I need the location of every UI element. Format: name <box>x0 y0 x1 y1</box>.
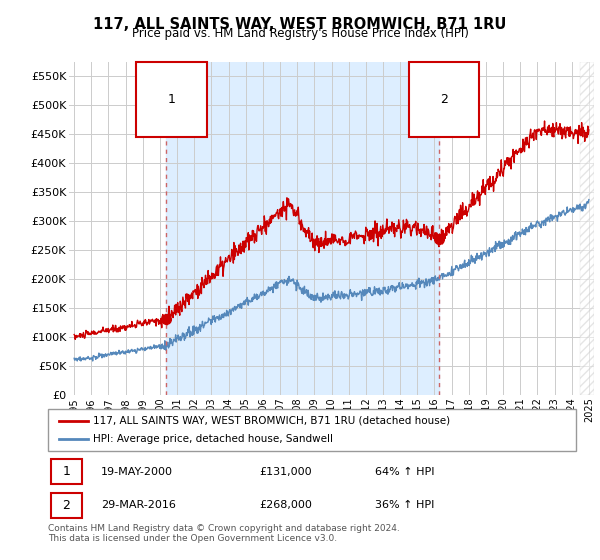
Text: £268,000: £268,000 <box>259 501 312 510</box>
Text: 64% ↑ HPI: 64% ↑ HPI <box>376 467 435 477</box>
Text: 36% ↑ HPI: 36% ↑ HPI <box>376 501 435 510</box>
Text: 2: 2 <box>440 93 448 106</box>
Text: £131,000: £131,000 <box>259 467 312 477</box>
Bar <box>50 493 82 517</box>
Text: Price paid vs. HM Land Registry's House Price Index (HPI): Price paid vs. HM Land Registry's House … <box>131 27 469 40</box>
Text: 2: 2 <box>62 499 70 512</box>
Text: 29-MAR-2016: 29-MAR-2016 <box>101 501 176 510</box>
Text: 1: 1 <box>167 93 176 106</box>
Text: Contains HM Land Registry data © Crown copyright and database right 2024.
This d: Contains HM Land Registry data © Crown c… <box>48 524 400 543</box>
Bar <box>166 62 439 395</box>
Text: 117, ALL SAINTS WAY, WEST BROMWICH, B71 1RU (detached house): 117, ALL SAINTS WAY, WEST BROMWICH, B71 … <box>93 416 450 426</box>
Text: HPI: Average price, detached house, Sandwell: HPI: Average price, detached house, Sand… <box>93 434 333 444</box>
Text: 117, ALL SAINTS WAY, WEST BROMWICH, B71 1RU: 117, ALL SAINTS WAY, WEST BROMWICH, B71 … <box>94 17 506 32</box>
Bar <box>50 459 82 484</box>
Text: 19-MAY-2000: 19-MAY-2000 <box>101 467 173 477</box>
Text: 1: 1 <box>62 465 70 478</box>
